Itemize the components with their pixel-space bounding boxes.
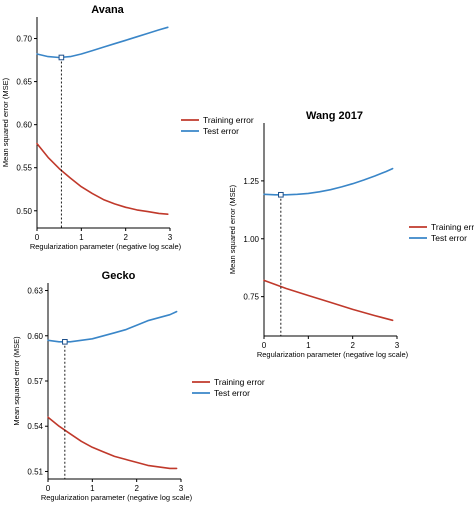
y-tick-label: 0.63 <box>27 287 43 296</box>
x-tick-label: 3 <box>179 484 184 493</box>
legend-test-label: Test error <box>203 126 239 136</box>
x-tick-label: 0 <box>262 341 267 350</box>
panel-gecko: Gecko 0 1 2 3 0.51 0.54 0.57 0.60 0.63 Regularizat… <box>12 270 265 502</box>
x-axis-label: Regularization parameter (negative log s… <box>257 350 409 359</box>
y-tick-label: 0.75 <box>243 293 259 302</box>
chart-title: Avana <box>91 4 124 16</box>
x-axis-label: Regularization parameter (negative log s… <box>30 242 182 251</box>
training-error-line <box>263 279 394 322</box>
optimum-marker <box>62 339 68 345</box>
x-tick-label: 0 <box>35 233 40 242</box>
y-tick-label: 0.50 <box>16 207 32 216</box>
x-tick-label: 2 <box>350 341 355 350</box>
legend-training-label: Training error <box>431 222 474 232</box>
x-tick-label: 2 <box>123 233 128 242</box>
y-axis-label: Mean squared error (MSE) <box>1 77 10 167</box>
y-tick-label: 0.54 <box>27 422 43 431</box>
x-tick-label: 1 <box>306 341 311 350</box>
training-error-line <box>36 142 169 215</box>
test-error-line <box>36 26 169 59</box>
x-tick-label: 1 <box>90 484 95 493</box>
legend-training-label: Training error <box>203 115 254 125</box>
x-tick-label: 3 <box>168 233 173 242</box>
y-tick-label: 1.25 <box>243 177 259 186</box>
optimum-marker <box>278 191 284 198</box>
y-tick-label: 0.55 <box>16 164 32 173</box>
legend-test-label: Test error <box>431 233 467 243</box>
chart-title: Wang 2017 <box>306 110 363 122</box>
panel-avana: Avana 0 1 2 3 0.50 0.55 0.60 0.65 0.70 Regularizat… <box>1 4 254 251</box>
optimum-marker <box>58 54 65 61</box>
y-tick-label: 1.00 <box>243 235 259 244</box>
y-tick-label: 0.65 <box>16 78 32 87</box>
x-tick-label: 3 <box>395 341 400 350</box>
y-tick-label: 0.51 <box>27 467 43 476</box>
y-tick-label: 0.60 <box>16 121 32 130</box>
x-tick-label: 1 <box>79 233 84 242</box>
training-error-line <box>47 416 178 470</box>
y-tick-label: 0.57 <box>27 377 43 386</box>
legend-test-label: Test error <box>214 388 250 398</box>
y-axis-label: Mean squared error (MSE) <box>12 336 21 426</box>
chart-title: Gecko <box>102 270 136 282</box>
x-tick-label: 2 <box>134 484 139 493</box>
x-axis-label: Regularization parameter (negative log s… <box>41 493 193 502</box>
legend-training-label: Training error <box>214 377 265 387</box>
panel-wang-2017: Wang 2017 0 1 2 3 0.75 1.00 1.25 Regularization … <box>228 110 474 359</box>
y-tick-label: 0.70 <box>16 35 32 44</box>
test-error-line <box>263 167 394 196</box>
y-tick-label: 0.60 <box>27 332 43 341</box>
y-axis-label: Mean squared error (MSE) <box>228 184 237 274</box>
test-error-line <box>47 310 178 343</box>
x-tick-label: 0 <box>46 484 51 493</box>
